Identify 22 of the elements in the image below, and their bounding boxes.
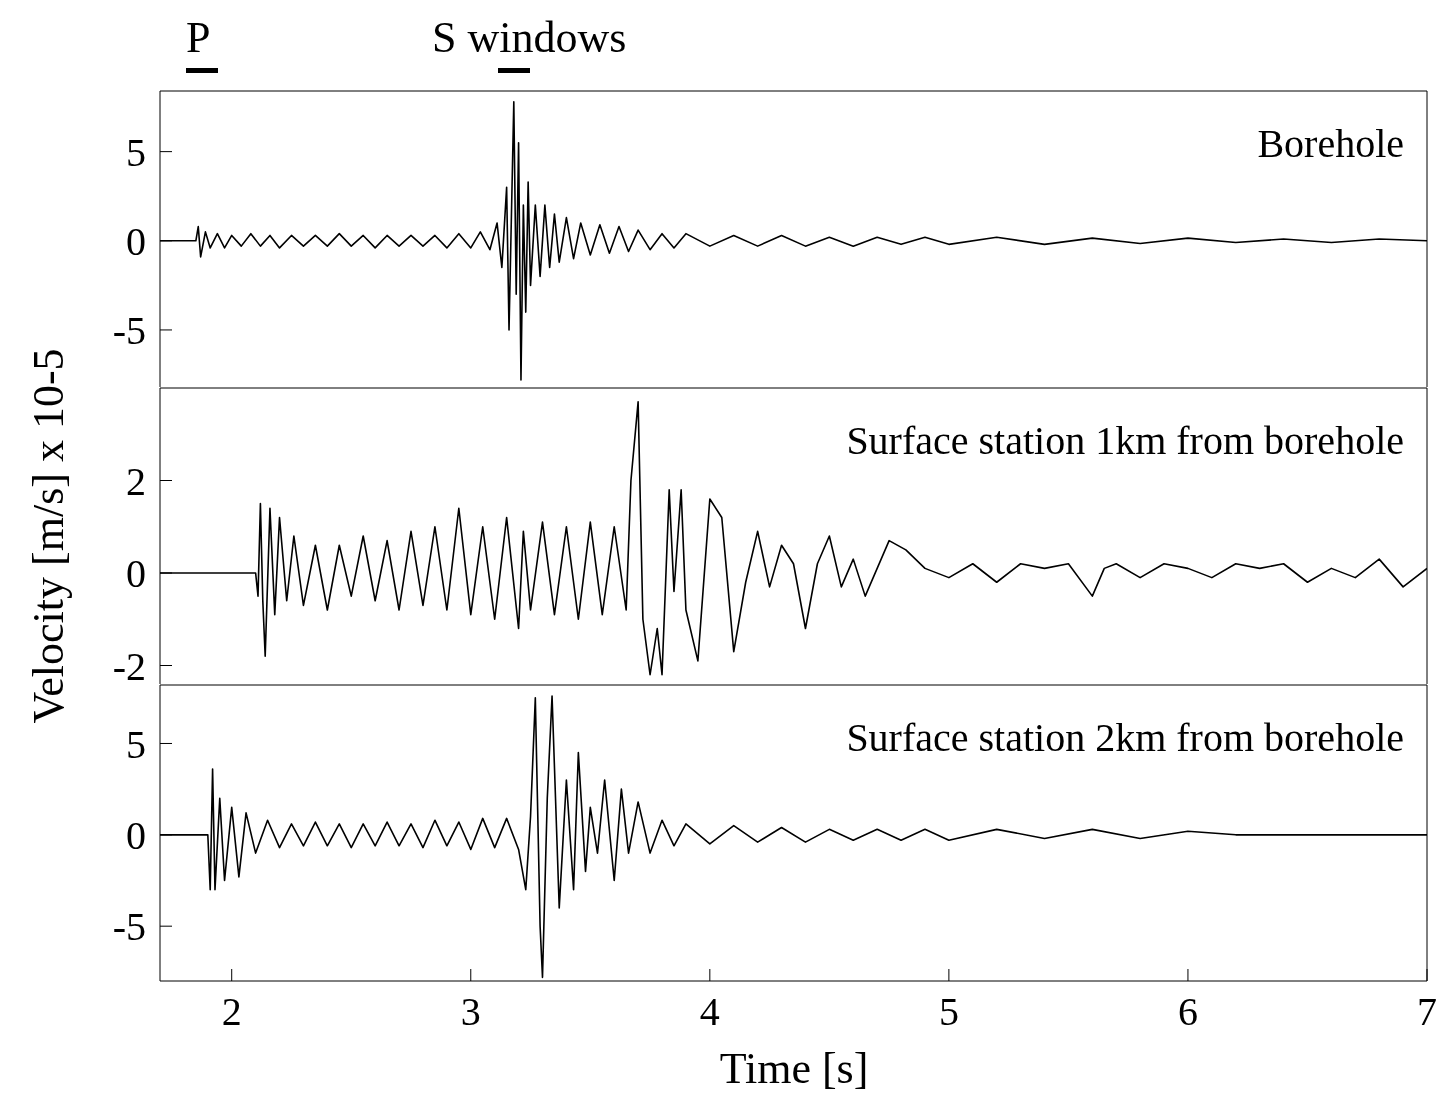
x-axis-title: Time [s] (719, 1043, 869, 1094)
y-tick-label: -5 (112, 904, 146, 950)
y-tick-label: -5 (112, 308, 146, 354)
text: Surface station 2km from borehole (846, 714, 1404, 761)
text: Borehole (1257, 120, 1404, 167)
x-tick-label: 7 (1417, 989, 1437, 1035)
x-tick-label: 2 (221, 989, 242, 1035)
y-tick-label: 0 (126, 551, 146, 597)
y-tick-label: 0 (126, 218, 146, 264)
y-tick-label: -2 (112, 643, 146, 689)
text: S windows (432, 12, 627, 63)
y-tick-label: 0 (126, 813, 146, 859)
x-tick-label: 5 (938, 989, 959, 1035)
text: Surface station 1km from borehole (846, 417, 1404, 464)
text: P (186, 12, 211, 63)
x-tick-label: 3 (460, 989, 481, 1035)
y-tick-label: 5 (126, 129, 146, 175)
x-tick-label: 4 (699, 989, 720, 1035)
x-tick-label: 6 (1177, 989, 1198, 1035)
y-tick-label: 5 (126, 721, 146, 767)
y-axis-title: Velocity [m/s] x 10-5 (22, 347, 74, 724)
y-tick-label: 2 (126, 458, 146, 504)
